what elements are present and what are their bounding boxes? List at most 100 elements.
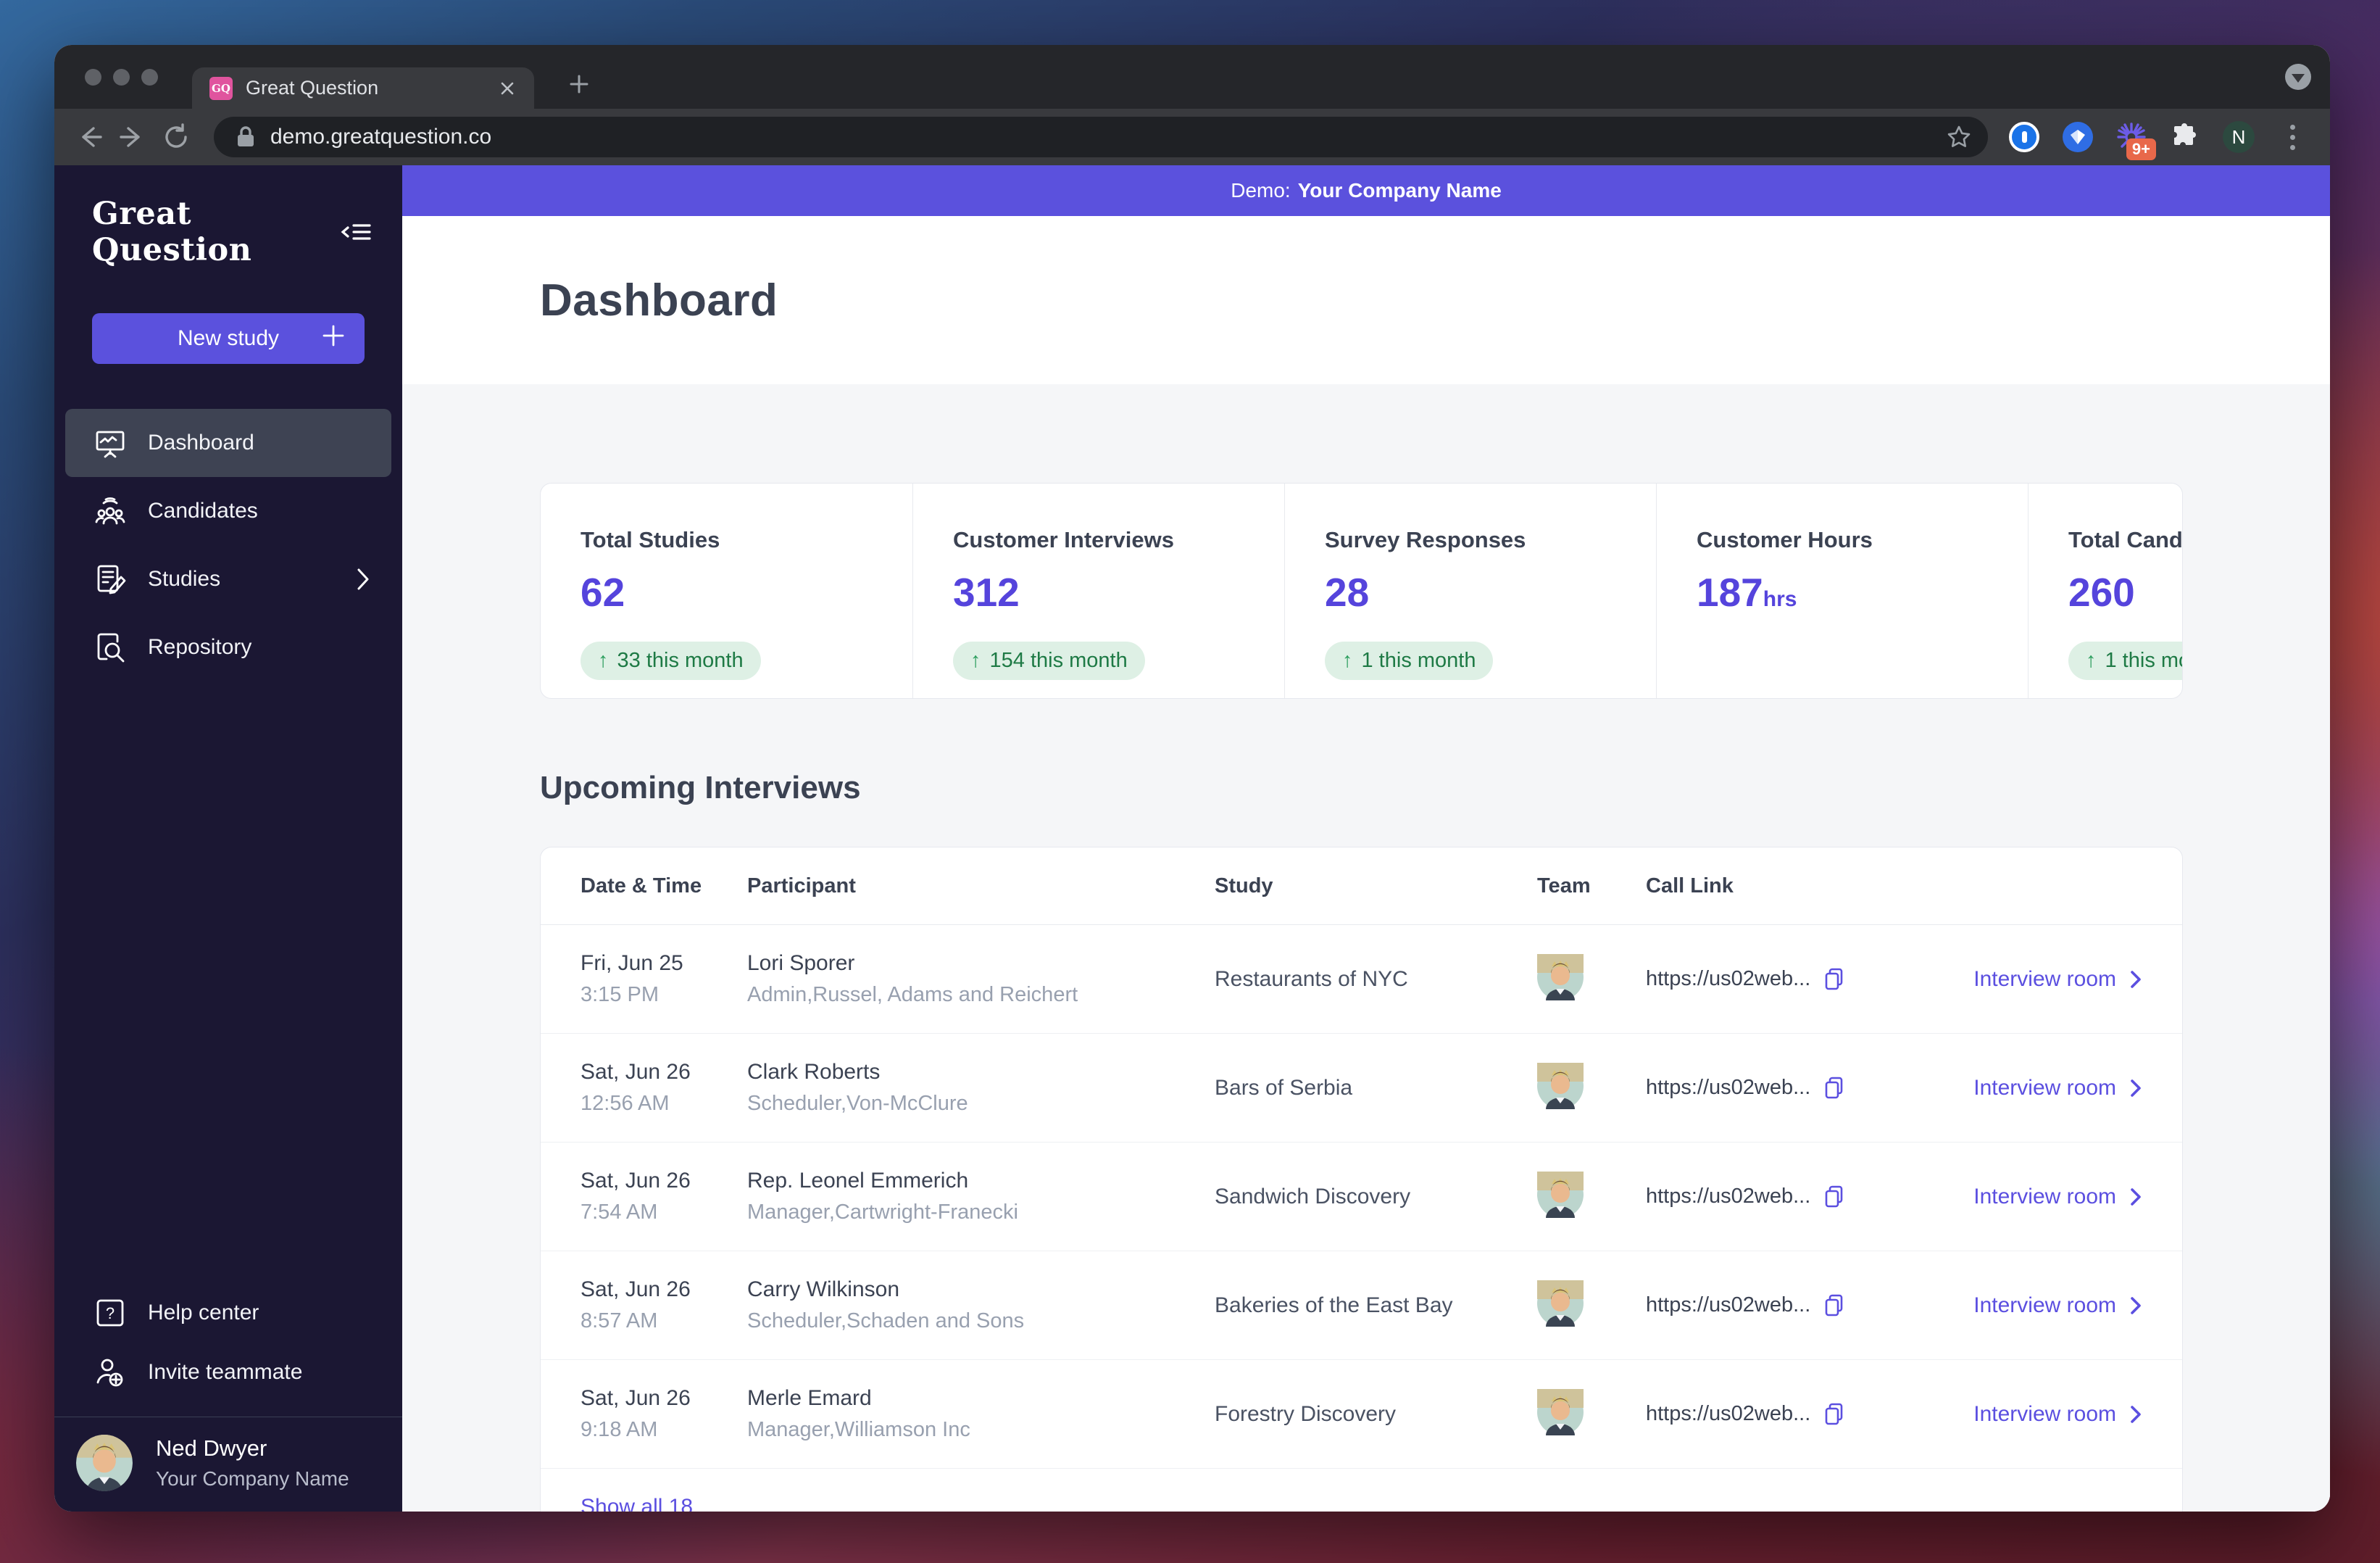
col-study: Study: [1215, 874, 1273, 897]
banner-prefix: Demo:: [1231, 179, 1291, 202]
interview-room-link[interactable]: Interview room: [1973, 1293, 2142, 1318]
invite-teammate-icon: [93, 1355, 128, 1390]
stat-change-badge: ↑1 this month: [2068, 642, 2182, 680]
show-all-link[interactable]: Show all 18: [581, 1495, 694, 1512]
sidebar-footer: ? Help center Invite teammate: [54, 1283, 402, 1402]
stat-change-badge: ↑1 this month: [1325, 642, 1494, 680]
interview-room-label: Interview room: [1973, 1075, 2116, 1100]
diamond-extension-icon[interactable]: [2060, 120, 2095, 154]
extensions-puzzle-icon[interactable]: [2168, 120, 2202, 154]
sidebar-item-label: Candidates: [148, 499, 258, 523]
team-member-avatar: [1537, 1172, 1584, 1221]
bookmark-star-icon[interactable]: [1946, 124, 1972, 150]
browser-menu-kebab-icon[interactable]: [2275, 120, 2310, 154]
interview-room-link[interactable]: Interview room: [1973, 967, 2142, 992]
participant-org: Scheduler,Von-McClure: [747, 1092, 968, 1115]
table-row: Sat, Jun 26 7:54 AM Rep. Leonel Emmerich…: [541, 1143, 2182, 1251]
chevron-right-icon: [2131, 1296, 2141, 1314]
chevron-right-icon: [2131, 970, 2141, 988]
interview-time: 3:15 PM: [581, 983, 659, 1006]
stats-row: Total Studies 62 ↑ 33 this month Customer…: [540, 483, 2183, 699]
window-controls[interactable]: [85, 45, 158, 109]
password-manager-extension-icon[interactable]: [2007, 120, 2042, 154]
browser-window: GQ Great Question: [54, 45, 2330, 1512]
new-study-label: New study: [177, 326, 280, 350]
tab-search-button[interactable]: [2285, 64, 2311, 90]
stat-label: Total Studies: [581, 527, 720, 552]
stat-value: 260: [2068, 570, 2135, 615]
copy-link-icon[interactable]: [1822, 967, 1847, 992]
interview-room-label: Interview room: [1973, 966, 2116, 991]
reload-button[interactable]: [154, 115, 198, 159]
plus-icon: [321, 323, 346, 354]
sidebar-item-label: Repository: [148, 635, 252, 659]
interview-room-link[interactable]: Interview room: [1973, 1402, 2142, 1427]
invite-teammate-label: Invite teammate: [148, 1360, 303, 1384]
lock-icon: [238, 126, 254, 146]
forward-button[interactable]: [111, 115, 154, 159]
user-profile-row[interactable]: Ned Dwyer Your Company Name: [54, 1417, 402, 1512]
interview-date: Sat, Jun 26: [581, 1060, 691, 1084]
site-favicon-icon: GQ: [209, 76, 233, 100]
browser-profile-avatar[interactable]: N: [2221, 120, 2256, 154]
minimize-window-button[interactable]: [113, 68, 130, 86]
new-tab-button[interactable]: [562, 67, 596, 101]
invite-teammate-item[interactable]: Invite teammate: [65, 1343, 391, 1402]
user-name: Ned Dwyer: [156, 1435, 267, 1461]
stat-card: Customer Interviews 312 ↑ 154 this month: [912, 484, 1284, 698]
zoom-window-button[interactable]: [141, 68, 158, 86]
collapse-sidebar-icon[interactable]: [340, 215, 372, 249]
new-study-button[interactable]: New study: [92, 313, 365, 364]
chevron-right-icon: [2131, 1187, 2141, 1206]
sidebar-item-label: Studies: [148, 567, 221, 591]
dashboard-icon: [93, 426, 128, 460]
sidebar-nav: Dashboard Candidates Studies: [54, 409, 402, 681]
interview-room-link[interactable]: Interview room: [1973, 1076, 2142, 1100]
url-bar[interactable]: demo.greatquestion.co: [214, 117, 1988, 157]
table-row: Sat, Jun 26 12:56 AM Clark Roberts Sched…: [541, 1034, 2182, 1143]
sidebar-item-label: Dashboard: [148, 431, 254, 455]
participant-org: Manager,Williamson Inc: [747, 1418, 970, 1441]
copy-link-icon[interactable]: [1822, 1402, 1847, 1427]
stat-value: 187hrs: [1697, 570, 1797, 615]
participant-name: Lori Sporer: [747, 951, 855, 975]
banner-company: Your Company Name: [1297, 179, 1502, 202]
help-center-item[interactable]: ? Help center: [65, 1283, 391, 1343]
copy-link-icon[interactable]: [1822, 1293, 1847, 1318]
chevron-right-icon: [355, 567, 371, 592]
browser-tab[interactable]: GQ Great Question: [192, 67, 534, 109]
stat-value: 312: [953, 570, 1020, 615]
team-member-avatar: [1537, 954, 1584, 1003]
extension-badge: 9+: [2126, 138, 2156, 160]
table-row: Sat, Jun 26 9:18 AM Merle Emard Manager,…: [541, 1360, 2182, 1469]
demo-banner: Demo: Your Company Name: [402, 165, 2330, 216]
stat-label: Customer Interviews: [953, 527, 1174, 552]
interview-room-label: Interview room: [1973, 1184, 2116, 1208]
sidebar-item-repository[interactable]: Repository: [65, 613, 391, 681]
col-team: Team: [1537, 874, 1591, 897]
tab-strip: GQ Great Question: [54, 45, 2330, 109]
page-body: Total Studies 62 ↑ 33 this month Customer…: [402, 384, 2330, 1512]
burst-extension-icon[interactable]: 9+: [2114, 120, 2156, 160]
upcoming-interviews-heading: Upcoming Interviews: [540, 770, 861, 805]
interview-date: Sat, Jun 26: [581, 1169, 691, 1193]
sidebar-item-studies[interactable]: Studies: [65, 545, 391, 613]
extension-icons: 9+ N: [2007, 120, 2310, 160]
team-member-avatar: [1537, 1063, 1584, 1112]
main-content: Demo: Your Company Name Dashboard Total …: [402, 165, 2330, 1512]
close-window-button[interactable]: [85, 68, 101, 86]
sidebar-item-candidates[interactable]: Candidates: [65, 477, 391, 545]
team-member-avatar: [1537, 1389, 1584, 1438]
sidebar-item-dashboard[interactable]: Dashboard: [65, 409, 391, 477]
interview-room-link[interactable]: Interview room: [1973, 1185, 2142, 1209]
back-button[interactable]: [67, 115, 111, 159]
user-avatar: [76, 1435, 133, 1491]
tab-close-icon[interactable]: [495, 76, 520, 101]
page-title: Dashboard: [540, 275, 778, 326]
call-link-text: https://us02web...: [1646, 1293, 1811, 1317]
help-center-label: Help center: [148, 1301, 259, 1324]
copy-link-icon[interactable]: [1822, 1185, 1847, 1209]
candidates-icon: [93, 494, 128, 528]
copy-link-icon[interactable]: [1822, 1076, 1847, 1100]
study-name: Bars of Serbia: [1215, 1075, 1353, 1100]
